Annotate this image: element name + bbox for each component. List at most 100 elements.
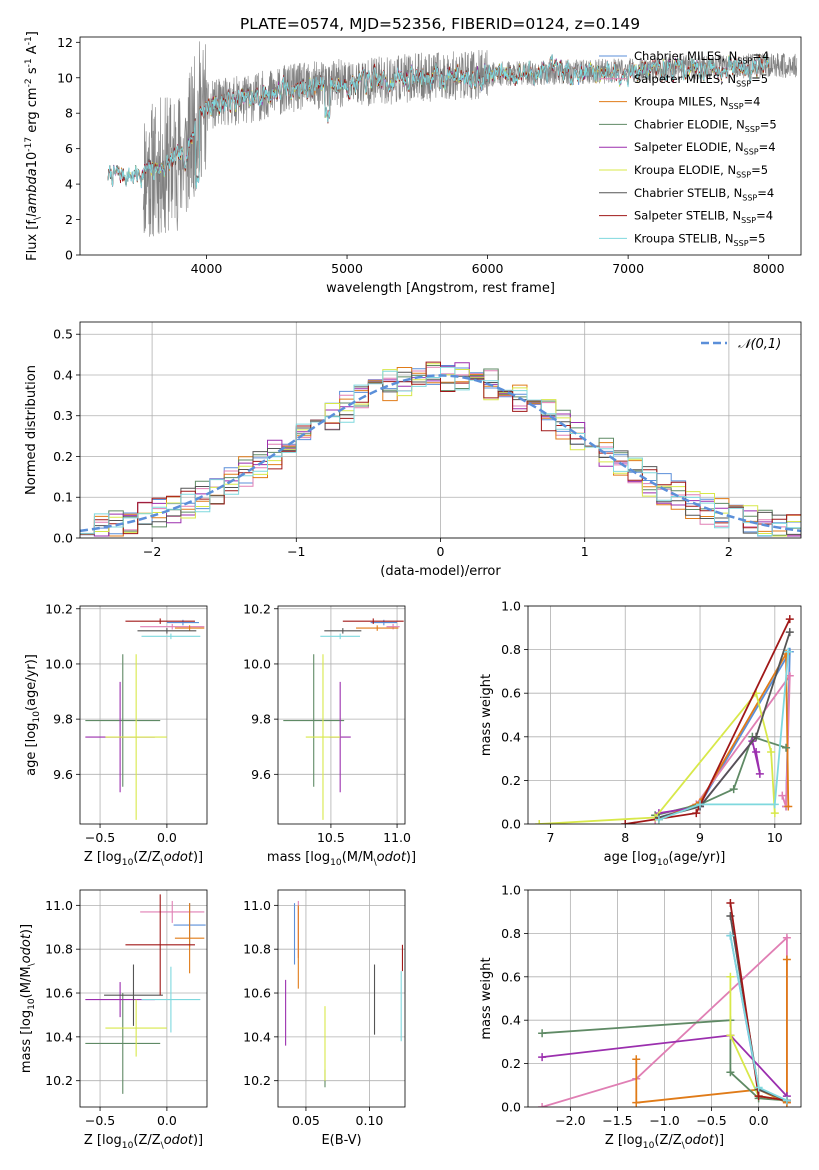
x-tick-label: 5000 [331,261,363,276]
x-axis-label: mass [log10​(M/M\​odot)] [267,850,416,868]
x-axis-label: E(B-V) [321,1133,361,1148]
x-tick-label: 4000 [191,261,223,276]
y-axis-label: mass [log10​(M/M\​odot)] [19,924,37,1073]
x-axis-label: (data-model)/error [380,564,501,579]
legend-label-4: Chabrier ELODIE, NSSP​=5 [634,117,777,133]
plot-area [85,894,206,1094]
spectrum-legend: Chabrier MILES, NSSP​=4 Salpeter MILES, N… [599,49,777,248]
mass-weight-marker [538,1029,547,1038]
y-tick-label: 8 [65,106,73,121]
errorbar-7 [137,628,197,634]
errorbar-6 [105,999,167,1057]
panel-age-vs-mass: 10.5 11.0 9.6 9.8 10.0 10.2 mass [log10​(M/M\​… [243,601,416,868]
errorbar-7 [324,628,362,634]
mass-weight-marker [538,1103,547,1107]
mass-weight-marker [535,820,544,824]
mass-weight-marker [752,732,761,741]
y-tick-label: 9.8 [251,712,271,727]
mass-weight-marker [754,1092,763,1101]
errorbar-8 [342,618,404,624]
mass-weight-line-9 [658,651,790,821]
errorbar-6 [305,654,341,820]
y-axis-label: age [log10​(age/yr)] [24,654,42,776]
panel-mass-vs-Z: −0.5 0.0 10.2 10.4 10.6 10.8 11.0 Z [log10​(Z/Z… [19,889,208,1151]
x-tick-label: 11.0 [383,830,411,845]
y-tick-label: 0.0 [501,817,521,832]
x-tick-label: −1 [287,544,305,559]
plot-area [538,899,791,1107]
x-tick-label: 8000 [753,261,785,276]
x-tick-label: 0.05 [292,1113,320,1128]
y-tick-label: 10.2 [243,601,271,616]
x-axis-label: Z [log10​(Z/Z\​odot)] [84,1133,203,1151]
y-tick-label: 10.6 [45,986,73,1001]
plot-area [535,615,794,824]
panel-mass-weight-vs-age: 7 8 9 10 0.0 0.2 0.4 0.6 0.8 1.0 age [log10​(age/y… [479,599,802,868]
axes-frame [277,889,406,1108]
mass-weight-marker [770,809,779,818]
y-tick-label: 0.2 [501,1056,521,1071]
axes-frame [79,36,802,256]
mass-weight-marker [785,615,794,624]
legend-label-3: Kroupa MILES, NSSP​=4 [634,95,760,111]
x-tick-label: 7 [546,830,554,845]
mass-weight-marker [752,748,761,757]
mass-weight-marker [754,1083,763,1092]
legend-label-2: Salpeter MILES, NSSP​=5 [634,72,768,88]
legend-label-7: Chabrier STELIB, NSSP​=4 [634,186,774,202]
y-tick-label: 4 [65,177,73,192]
y-tick-label: 0.0 [53,531,73,546]
mass-weight-marker [784,647,793,656]
y-tick-label: 9.6 [251,767,271,782]
residual-histogram-9 [80,366,801,536]
mass-weight-marker [692,809,701,818]
mass-weight-marker [726,899,735,908]
errorbar-4 [85,654,161,787]
mass-weight-marker [785,628,794,637]
y-tick-label: 12 [57,35,73,50]
mass-weight-marker [778,791,787,800]
mass-weight-marker [782,1096,791,1105]
y-tick-label: 9.6 [53,767,73,782]
panel-age-vs-Z: −0.5 0.0 9.6 9.8 10.0 10.2 Z [log10​(Z/Z\​odot… [24,601,208,868]
x-tick-label: 6000 [472,261,504,276]
errorbar-7 [104,964,163,1026]
legend-label-6: Kroupa ELODIE, NSSP​=5 [634,163,768,179]
x-tick-label: −0.5 [85,830,115,845]
y-tick-label: 10.2 [45,1073,73,1088]
y-tick-label: 2 [65,212,73,227]
x-tick-label: −0.5 [85,1113,115,1128]
errorbar-4 [85,993,161,1094]
mass-weight-marker [782,955,791,964]
y-tick-label: 0.4 [53,367,73,382]
axes-frame [79,321,802,539]
y-axis-label: mass weight [479,957,494,1039]
x-tick-label: −2 [143,544,161,559]
mass-weight-marker [770,800,779,809]
y-tick-label: 10.8 [45,942,73,957]
x-tick-label: 7000 [612,261,644,276]
y-tick-label: 10.0 [45,656,73,671]
model-spectrum-9 [107,54,770,189]
y-tick-label: 10.2 [243,1073,271,1088]
errorbar-2 [386,623,400,630]
plot-area [85,618,205,820]
mass-weight-marker [632,1055,641,1064]
errorbar-2 [140,623,205,630]
mass-weight-marker [726,1031,735,1040]
y-tick-label: 0.8 [501,926,521,941]
x-axis-label: wavelength [Angstrom, rest frame] [326,281,555,296]
errorbar-8 [125,894,195,996]
mass-weight-marker [538,1053,547,1062]
plot-area [285,900,404,1088]
errorbar-9 [141,966,201,1033]
errorbar-3 [174,625,205,631]
y-tick-label: 10.6 [243,986,271,1001]
x-tick-label: 8 [621,830,629,845]
y-tick-label: 0.3 [53,408,73,423]
mass-weight-marker [729,785,738,794]
mass-weight-marker [696,800,705,809]
panel-spectrum: 4000 5000 6000 7000 8000 0 2 4 6 8 10 12 wavelength … [24,31,802,296]
x-tick-label: 0.0 [749,1113,769,1128]
axes-frame [277,605,406,825]
